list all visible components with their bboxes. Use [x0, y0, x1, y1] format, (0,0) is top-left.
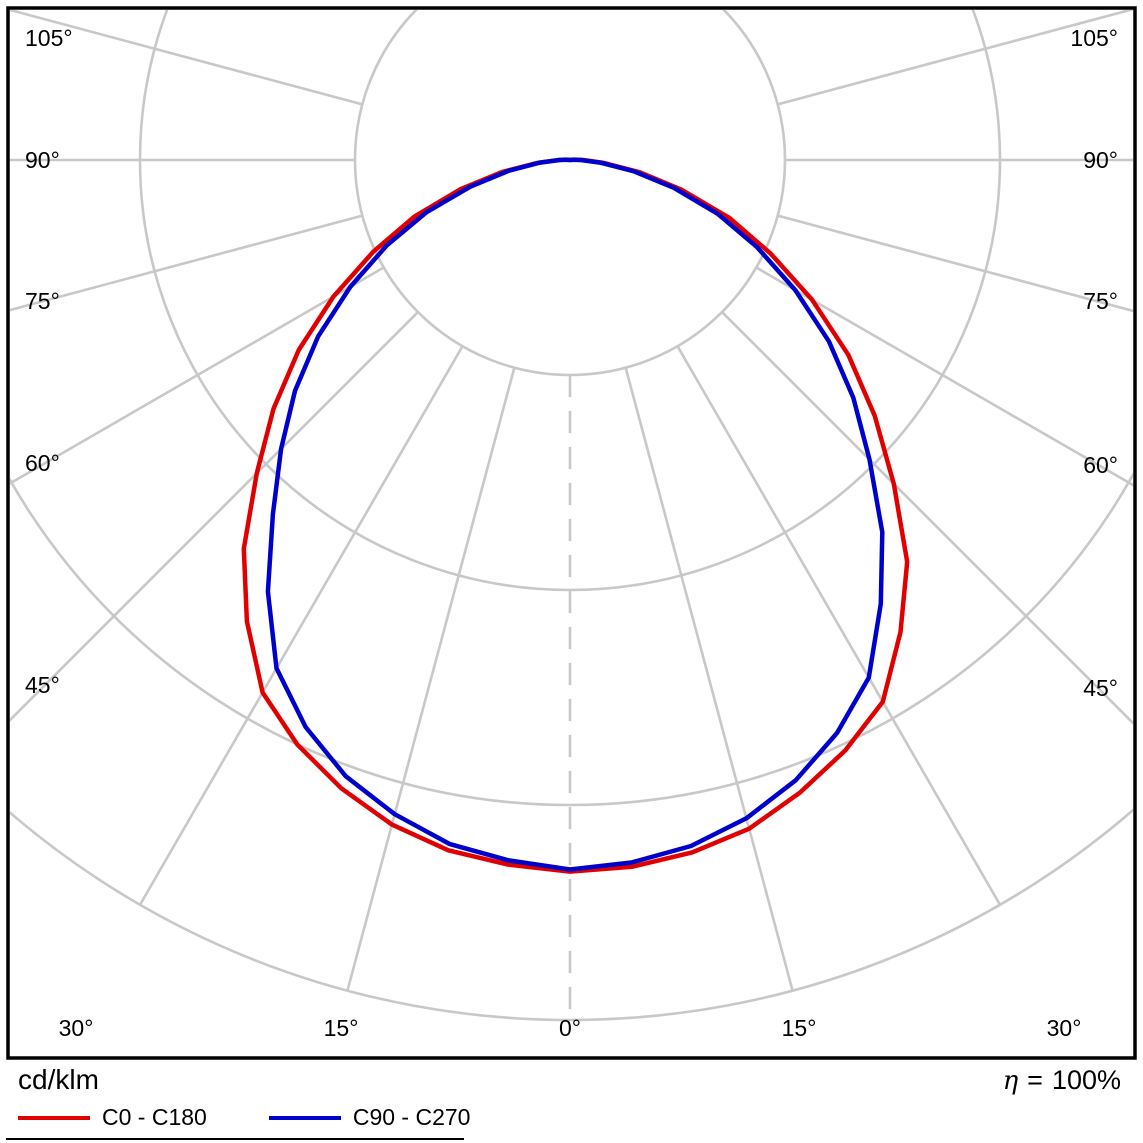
legend-label-c0-c180: C0 - C180	[102, 1104, 207, 1130]
grid-radial	[346, 367, 516, 992]
gamma-angle-label: 90°	[1083, 147, 1118, 173]
legend-label-c90-c270: C90 - C270	[352, 1104, 471, 1130]
polar-chart: 0° 15° 15° 30° 30° 45° 45° 60° 60° 75° 75° 90° 90° 10…	[0, 0, 1143, 1062]
grid-radial	[777, 10, 1133, 106]
grid-radial	[10, 266, 385, 485]
grid-ring	[10, 471, 1133, 807]
plot-background	[0, 0, 1143, 1062]
gamma-angle-label: 60°	[25, 450, 60, 476]
footer-top-row: cd/klm η = 100%	[0, 1062, 1143, 1096]
gamma-angle-label: 60°	[1083, 452, 1118, 478]
grid-radial	[10, 10, 363, 106]
grid-ring	[10, 808, 1133, 1022]
gamma-angle-label: 30°	[59, 1015, 94, 1041]
grid-radial	[10, 311, 419, 722]
gamma-angle-label: 75°	[1083, 288, 1118, 314]
gamma-angle-label: 105°	[25, 25, 73, 51]
gamma-angle-label: 90°	[25, 147, 60, 173]
grid-radial	[721, 311, 1133, 725]
unit-label: cd/klm	[18, 1064, 99, 1095]
gamma-angle-label: 15°	[782, 1015, 817, 1041]
grid-radial	[676, 345, 1002, 906]
gamma-angle-label: 75°	[25, 288, 60, 314]
gamma-angle-label: 30°	[1047, 1015, 1082, 1041]
c90-c270-curve	[265, 157, 885, 872]
legend-item-c90-c270: C90 - C270	[268, 1104, 471, 1131]
gamma-angle-label: 105°	[1070, 25, 1118, 51]
legend-underline	[6, 1138, 464, 1140]
legend: C0 - C180 C90 - C270	[0, 1096, 1143, 1140]
plot-frame	[6, 6, 1137, 1060]
grid-radial	[777, 214, 1133, 313]
grid-radial	[755, 266, 1133, 487]
eta-symbol: η	[1002, 1066, 1019, 1096]
chart-footer: cd/klm η = 100% C0 - C180 C90 - C270	[0, 1062, 1143, 1143]
efficiency-value: 100%	[1051, 1065, 1121, 1095]
gamma-angle-label: 45°	[1083, 675, 1118, 701]
c90-c270-line-swatch	[268, 1115, 341, 1120]
polar-grid	[10, 10, 1133, 1022]
gamma-angle-label: 45°	[25, 672, 60, 698]
grid-radial	[624, 367, 794, 992]
gamma-angle-label: 15°	[324, 1015, 359, 1041]
grid-radial	[138, 345, 464, 906]
equals-sign: =	[1027, 1065, 1043, 1095]
c0-c180-line-swatch	[18, 1115, 90, 1120]
efficiency-label: η = 100%	[1003, 1065, 1121, 1096]
gamma-angle-label: 0°	[559, 1015, 581, 1041]
legend-item-c0-c180: C0 - C180	[18, 1104, 207, 1131]
grid-radial	[10, 214, 363, 312]
